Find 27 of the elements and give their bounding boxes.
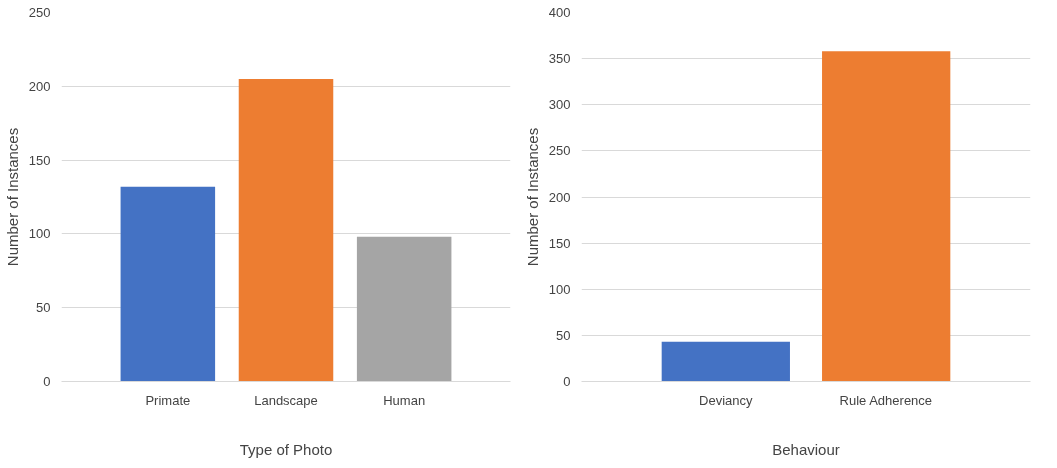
y-tick-label: 150 — [28, 152, 51, 168]
x-tick-label: Deviancy — [699, 392, 754, 408]
y-tick-label: 250 — [28, 5, 51, 20]
bar — [120, 186, 216, 382]
x-axis-title: Type of Photo — [239, 440, 333, 458]
x-tick-label: Human — [383, 392, 426, 408]
x-tick-label: Primate — [145, 392, 191, 408]
y-tick-label: 250 — [548, 143, 571, 159]
bar — [356, 236, 452, 382]
y-tick-label: 100 — [28, 226, 51, 242]
x-axis-title: Behaviour — [772, 440, 840, 458]
x-tick-label: Landscape — [254, 392, 318, 408]
y-tick-label: 200 — [548, 189, 571, 205]
y-tick-label: 50 — [36, 300, 51, 316]
y-tick-label: 0 — [563, 374, 571, 389]
bar — [238, 78, 334, 382]
y-axis-title: Number of Instances — [523, 127, 541, 267]
y-axis-title: Number of Instances — [3, 127, 21, 267]
y-tick-label: 150 — [548, 235, 571, 251]
y-tick-label: 0 — [43, 374, 51, 389]
y-tick-label: 100 — [548, 281, 571, 297]
x-tick-label: Rule Adherence — [839, 392, 933, 408]
y-tick-label: 400 — [548, 5, 571, 20]
y-tick-label: 350 — [548, 51, 571, 67]
y-tick-label: 300 — [548, 97, 571, 113]
y-tick-label: 50 — [556, 327, 571, 343]
y-tick-label: 200 — [28, 78, 51, 94]
